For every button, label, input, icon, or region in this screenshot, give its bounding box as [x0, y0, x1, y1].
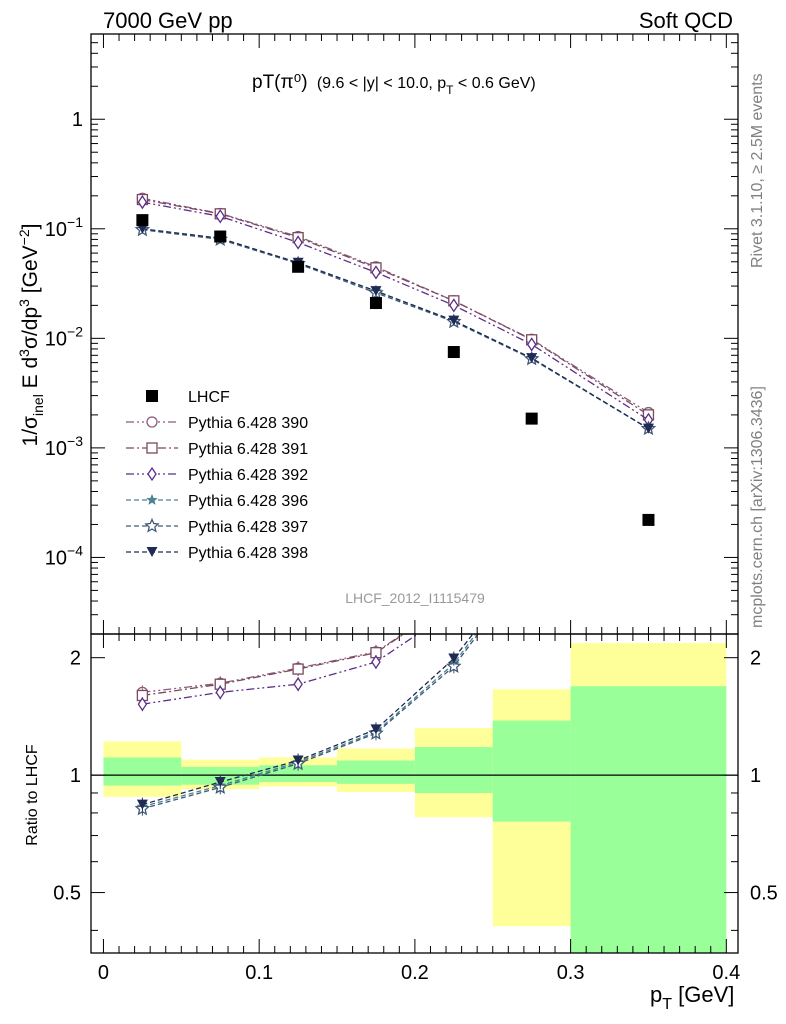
data-point-392	[449, 298, 459, 313]
legend-label: Pythia 6.428 396	[188, 493, 308, 510]
data-point-lhcf	[214, 230, 227, 243]
ratio-point-398	[136, 799, 148, 810]
ratio-point-398	[448, 653, 460, 664]
legend-entry: Pythia 6.428 397	[126, 517, 308, 536]
legend-marker	[144, 517, 160, 533]
legend: LHCF Pythia 6.428 390 Pythia 6.428 391 Pyth…	[126, 389, 308, 562]
ratio-point-397	[446, 658, 462, 673]
legend-entry: Pythia 6.428 390	[126, 415, 308, 432]
data-point-392	[293, 235, 303, 250]
main-panel: 10−4 10−3 10−2 10−1 1	[45, 33, 739, 635]
ratio-ylabel: Ratio to LHCF	[24, 744, 41, 846]
data-point-398	[526, 353, 538, 364]
ratio-point-398	[370, 724, 382, 735]
plot-title-sub-subscript: T	[446, 83, 454, 97]
ratio-xtick-label: 0.2	[401, 962, 429, 984]
series-line-390	[142, 197, 649, 414]
ratio-point-392	[293, 677, 303, 692]
ratio-point-392	[371, 654, 381, 670]
legend-label: Pythia 6.428 392	[188, 467, 308, 484]
mcplots-label: mcplots.cern.ch [arXiv:1306.3436]	[749, 386, 766, 628]
main-ytick-label: 10−3	[45, 433, 83, 460]
plot-title-main: pT(π⁰)	[252, 72, 308, 93]
watermark: LHCF_2012_I1115479	[345, 590, 485, 606]
legend-entry: Pythia 6.428 391	[126, 441, 308, 458]
main-ytick-label: 10−2	[45, 323, 83, 350]
main-ylabel: 1/σinel E d3σ/dp3 [GeV−2]	[16, 224, 46, 447]
uncertainty-band-green	[492, 720, 571, 822]
header-left: 7000 GeV pp	[103, 8, 233, 33]
legend-label: LHCF	[188, 389, 230, 406]
data-point-398	[136, 223, 148, 234]
data-point-lhcf	[525, 412, 538, 425]
ratio-ytick-label: 2	[70, 648, 81, 670]
ratio-point-392	[137, 697, 148, 712]
ratio-xlabel: pT [GeV]	[650, 982, 734, 1013]
ratio-xtick-label: 0	[98, 962, 109, 984]
ratio-point-391	[292, 663, 304, 675]
ratio-point-392	[215, 685, 226, 700]
plot-title-sub-end: < 0.6 GeV)	[453, 75, 535, 92]
uncertainty-band-green	[259, 765, 338, 783]
rivet-label: Rivet 3.1.10, ≥ 2.5M events	[749, 73, 766, 268]
data-point-398	[642, 423, 654, 434]
ratio-point-398	[214, 777, 226, 788]
legend-marker-lhcf	[146, 390, 158, 402]
ratio-ytick-label-right: 2	[750, 648, 761, 670]
ratio-ytick-label-right: 1	[750, 765, 761, 787]
plot-title: pT(π⁰) (9.6 < |y| < 10.0, pT < 0.6 GeV)	[252, 72, 536, 97]
ratio-panel: 0.5 0.5 1 1 2 2 0 0.1 0.2 0.3 0.4	[53, 633, 778, 984]
legend-label: Pythia 6.428 391	[188, 441, 308, 458]
data-point-392	[371, 265, 381, 280]
legend-marker	[146, 416, 158, 428]
legend-entry: LHCF	[146, 389, 230, 406]
legend-marker	[146, 547, 158, 557]
main-ytick-label: 10−1	[45, 214, 83, 241]
data-point-392	[526, 337, 537, 352]
ratio-ytick-label: 0.5	[53, 883, 81, 905]
plot-title-sub: (9.6 < |y| < 10.0, p	[317, 75, 446, 92]
ratio-xtick-label: 0.1	[245, 962, 273, 984]
data-point-398	[370, 286, 382, 297]
ratio-xtick-label: 0.4	[712, 962, 740, 984]
main-ytick-label: 1	[72, 109, 83, 131]
main-frame	[90, 33, 739, 635]
ratio-ytick-label: 1	[70, 765, 81, 787]
uncertainty-band-green	[337, 760, 415, 784]
legend-entry: Pythia 6.428 392	[126, 466, 308, 484]
legend-entry: Pythia 6.428 398	[126, 545, 308, 562]
data-point-lhcf	[292, 260, 305, 273]
header-right: Soft QCD	[639, 8, 733, 33]
legend-marker	[147, 466, 157, 482]
legend-entry: Pythia 6.428 396	[126, 493, 308, 510]
legend-label: Pythia 6.428 397	[188, 519, 308, 536]
data-point-lhcf	[447, 346, 460, 359]
ratio-ytick-label-right: 0.5	[750, 883, 778, 905]
main-ytick-label: 10−4	[45, 542, 83, 569]
ratio-xtick-label: 0.3	[557, 962, 585, 984]
data-point-lhcf	[369, 297, 382, 310]
ratio-point-398	[292, 755, 304, 766]
uncertainty-band-green	[103, 757, 182, 786]
uncertainty-band-green	[414, 747, 493, 793]
legend-marker	[146, 442, 158, 454]
data-point-392	[215, 209, 226, 224]
data-point-398	[448, 315, 460, 326]
legend-marker	[146, 493, 158, 505]
data-point-lhcf	[136, 214, 149, 227]
uncertainty-band-green	[570, 686, 727, 953]
data-point-392	[137, 194, 148, 210]
data-point-lhcf	[642, 513, 655, 526]
legend-label: Pythia 6.428 390	[188, 415, 308, 432]
legend-label: Pythia 6.428 398	[188, 545, 308, 562]
